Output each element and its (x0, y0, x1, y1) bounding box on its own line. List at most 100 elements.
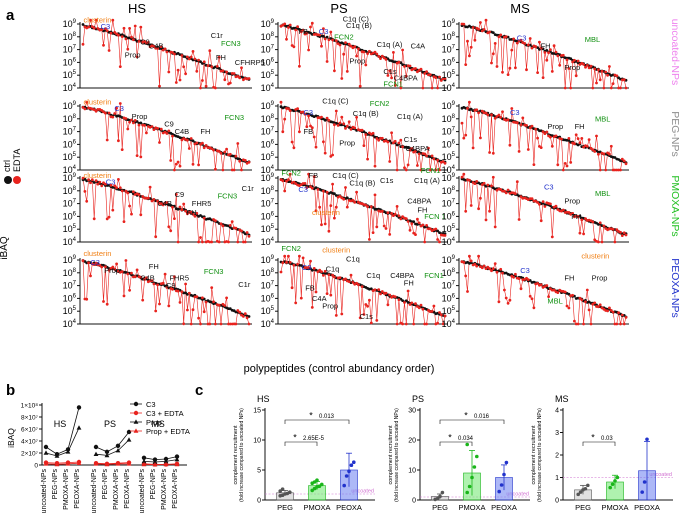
edta-point (247, 77, 251, 80)
edta-point (393, 84, 397, 87)
edta-point (408, 228, 412, 232)
x-tick-label: PEOXA-NPs (74, 469, 81, 509)
edta-point (550, 144, 554, 148)
edta-point (515, 41, 519, 45)
edta-point (519, 38, 523, 42)
edta-point (199, 322, 202, 326)
edta-point (158, 302, 161, 306)
edta-point (414, 233, 417, 237)
series-line (45, 427, 80, 457)
edta-point (565, 164, 569, 168)
series-point (93, 461, 99, 466)
edta-point (206, 64, 210, 68)
panel-a-label: a (6, 7, 15, 24)
edta-point (128, 27, 132, 30)
edta-point (388, 293, 392, 297)
edta-point (318, 33, 322, 37)
y-tick-label: 109 (63, 19, 77, 29)
edta-point (156, 283, 160, 287)
y-tick-label: 20 (408, 438, 416, 445)
edta-point (283, 22, 287, 26)
edta-point (547, 51, 550, 55)
edta-point (403, 65, 406, 68)
y-tick-label: 8×10⁷ (21, 415, 39, 422)
y-tick-label: 104 (63, 165, 77, 175)
edta-point (287, 26, 290, 29)
y-tick-label: 106 (261, 139, 275, 149)
edta-point (617, 311, 620, 315)
edta-point (344, 41, 347, 44)
edta-point (536, 201, 539, 204)
edta-point (573, 58, 576, 62)
edta-point (189, 55, 193, 59)
edta-point (404, 168, 408, 172)
legend-label: Prop + EDTA (146, 427, 190, 436)
edta-point (569, 86, 573, 90)
annotation-label: C1q (A) (377, 40, 403, 49)
edta-point (615, 228, 619, 232)
edta-point (327, 38, 331, 42)
x-tick-label: PEOXA (634, 503, 660, 512)
edta-point (602, 224, 606, 228)
edta-point (421, 223, 425, 227)
series-point (115, 461, 121, 466)
edta-point (135, 268, 139, 272)
annotation-label: C3 (101, 22, 111, 31)
data-point (465, 442, 470, 447)
annotation-label: clusterin (312, 208, 340, 217)
edta-point (360, 285, 364, 288)
ctrl-point (217, 67, 221, 70)
edta-point (331, 273, 334, 277)
edta-point (85, 199, 89, 203)
x-tick-label: PEG (277, 503, 293, 512)
data-point (578, 490, 583, 494)
edta-point (89, 181, 92, 185)
edta-point (210, 286, 214, 289)
edta-point (243, 240, 247, 244)
y-tick-label: 109 (442, 101, 456, 111)
edta-point (279, 270, 283, 274)
edta-point (404, 217, 408, 221)
edta-point (368, 238, 371, 241)
edta-point (392, 51, 395, 54)
edta-point (602, 86, 606, 90)
edta-point (567, 211, 571, 214)
series-point (163, 461, 169, 467)
edta-point (434, 76, 438, 79)
edta-point (427, 146, 430, 150)
edta-point (195, 211, 199, 215)
edta-point (176, 289, 180, 293)
edta-point (94, 18, 98, 22)
y-tick-label: 106 (261, 293, 275, 303)
edta-point (158, 84, 161, 88)
edta-point (573, 142, 576, 146)
group-label: HS (54, 419, 67, 429)
y-tick-label: 104 (261, 319, 275, 329)
edta-point (139, 155, 143, 159)
annotation-label: FCN1 (421, 166, 441, 175)
edta-point (530, 297, 534, 301)
edta-point (541, 76, 545, 79)
panel-c-label: c (195, 382, 203, 399)
edta-point (301, 28, 305, 32)
edta-point (432, 157, 436, 161)
edta-point (587, 308, 591, 312)
edta-point (490, 113, 493, 117)
series-point (65, 461, 71, 466)
y-tick-label: 104 (442, 83, 456, 93)
data-point (645, 437, 649, 442)
edta-point (598, 303, 602, 307)
y-tick-label: 104 (63, 237, 77, 247)
annotation-label: C1q (366, 271, 380, 280)
annotation-label: FCN 1 (424, 212, 446, 221)
edta-point (571, 212, 574, 215)
edta-point (425, 322, 428, 326)
annotation-label: C1q (326, 265, 340, 274)
y-tick-label: 104 (63, 83, 77, 93)
edta-point (486, 113, 490, 117)
edta-point (525, 124, 528, 127)
edta-point (105, 29, 109, 32)
edta-point (619, 168, 622, 172)
annotation-label: FH (571, 212, 581, 221)
edta-point (130, 35, 133, 39)
